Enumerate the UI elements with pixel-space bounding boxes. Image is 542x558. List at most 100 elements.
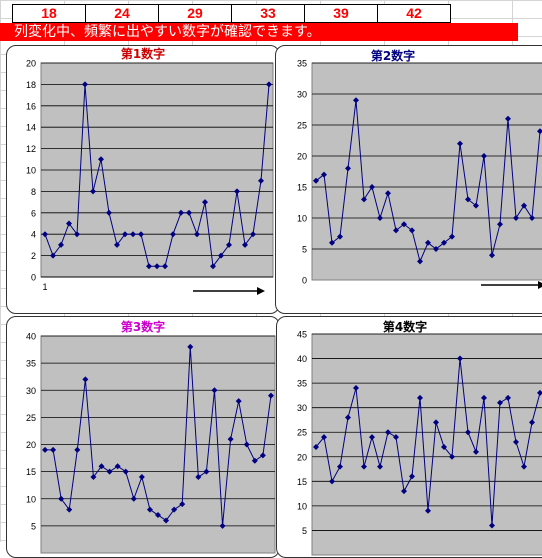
data-point <box>409 473 415 480</box>
data-point <box>154 263 160 270</box>
data-point <box>122 231 128 238</box>
y-tick-label: 2 <box>31 251 36 261</box>
data-point <box>537 128 542 135</box>
data-point <box>465 196 471 203</box>
data-point <box>243 441 250 448</box>
data-point <box>345 165 351 172</box>
number-cell[interactable]: 24 <box>86 4 159 23</box>
y-tick-label: 30 <box>26 386 36 396</box>
chart-panel-3[interactable]: 5 10 15 20 25 30 35 40 第3数字 <box>6 316 280 558</box>
data-point <box>473 202 479 209</box>
data-point <box>106 468 113 475</box>
data-point <box>122 468 129 475</box>
chart-svg: 5 10 15 20 25 30 35 40 第3数字 <box>26 319 276 554</box>
chart-panel-4[interactable]: 5 10 15 20 25 30 35 40 45 第4数字 <box>276 316 542 558</box>
data-point <box>259 452 266 459</box>
data-point <box>82 81 88 88</box>
data-point <box>505 394 511 401</box>
arrow-head-icon <box>257 287 265 295</box>
data-point <box>106 209 112 216</box>
data-point <box>457 140 463 147</box>
data-point <box>98 463 105 470</box>
chart-panel-1[interactable]: 0 2 4 6 8 10 12 14 16 18 20 1 第1数字 <box>6 45 280 314</box>
data-point <box>258 177 264 184</box>
data-point <box>187 343 194 350</box>
data-point <box>227 436 234 443</box>
data-point <box>162 263 168 270</box>
data-point <box>497 399 503 406</box>
data-point <box>505 115 511 122</box>
data-point <box>74 446 81 453</box>
data-point <box>529 419 535 426</box>
chart-svg: 0 2 4 6 8 10 12 14 16 18 20 1 第1数字 <box>26 46 274 295</box>
data-point <box>441 443 447 450</box>
y-tick-label: 25 <box>297 121 307 131</box>
data-point <box>130 231 136 238</box>
number-cell[interactable]: 18 <box>12 4 86 23</box>
data-point <box>425 239 431 246</box>
data-point <box>345 414 351 421</box>
chart-panel-2[interactable]: 0 5 10 15 20 25 30 35 第2数字 <box>275 45 542 314</box>
data-point <box>58 241 64 248</box>
data-point <box>497 221 503 228</box>
data-point <box>250 231 256 238</box>
data-point <box>361 196 367 203</box>
data-point <box>353 97 359 104</box>
y-tick-label: 10 <box>297 214 307 224</box>
number-cell[interactable]: 39 <box>305 4 378 23</box>
data-point <box>369 434 375 441</box>
data-point <box>353 385 359 392</box>
y-tick-label: 35 <box>297 59 307 69</box>
y-tick-label: 4 <box>31 230 36 240</box>
data-point <box>449 453 455 460</box>
data-point <box>50 446 57 453</box>
number-cell[interactable]: 33 <box>232 4 305 23</box>
data-point <box>74 231 80 238</box>
data-point <box>393 227 399 234</box>
data-point <box>401 488 407 495</box>
data-point <box>449 233 455 240</box>
data-point <box>489 522 495 529</box>
y-tick-label: 18 <box>26 80 36 90</box>
data-point <box>114 463 121 470</box>
data-point <box>473 448 479 455</box>
data-point <box>433 246 439 252</box>
data-point <box>211 387 218 394</box>
data-point <box>163 517 170 524</box>
y-tick-label: 40 <box>26 332 36 342</box>
data-point <box>203 468 210 475</box>
data-point <box>194 231 200 238</box>
y-tick-label: 5 <box>302 526 307 536</box>
data-point <box>385 190 391 197</box>
data-point <box>267 392 274 399</box>
y-tick-label: 5 <box>31 521 36 531</box>
chart-title: 第4数字 <box>383 319 427 334</box>
number-cell[interactable]: 29 <box>159 4 232 23</box>
y-tick-label: 15 <box>297 477 307 487</box>
data-point <box>66 220 72 227</box>
chart-title: 第1数字 <box>121 46 165 61</box>
data-point <box>481 394 487 401</box>
plot-area <box>311 62 542 281</box>
number-cell[interactable]: 42 <box>378 4 451 23</box>
data-point <box>321 434 327 441</box>
data-point <box>481 153 487 159</box>
y-tick-label: 10 <box>26 494 36 504</box>
banner[interactable]: 列変化中、頻繁に出やすい数字が確認できます。 <box>0 23 518 41</box>
data-point <box>369 184 375 190</box>
data-point <box>313 443 319 450</box>
data-point <box>489 252 495 259</box>
y-tick-label: 15 <box>297 183 307 193</box>
chart-svg: 0 5 10 15 20 25 30 35 第2数字 <box>297 48 542 289</box>
data-point <box>433 419 439 426</box>
plot-area <box>311 333 542 556</box>
data-point <box>425 507 431 514</box>
data-point <box>513 215 519 221</box>
x-tick-label: 1 <box>42 282 47 292</box>
data-point <box>42 231 48 238</box>
y-tick-label: 25 <box>26 413 36 423</box>
y-tick-label: 40 <box>297 354 307 364</box>
data-point <box>171 506 178 513</box>
data-point <box>409 227 415 234</box>
chart-title: 第3数字 <box>121 319 165 334</box>
